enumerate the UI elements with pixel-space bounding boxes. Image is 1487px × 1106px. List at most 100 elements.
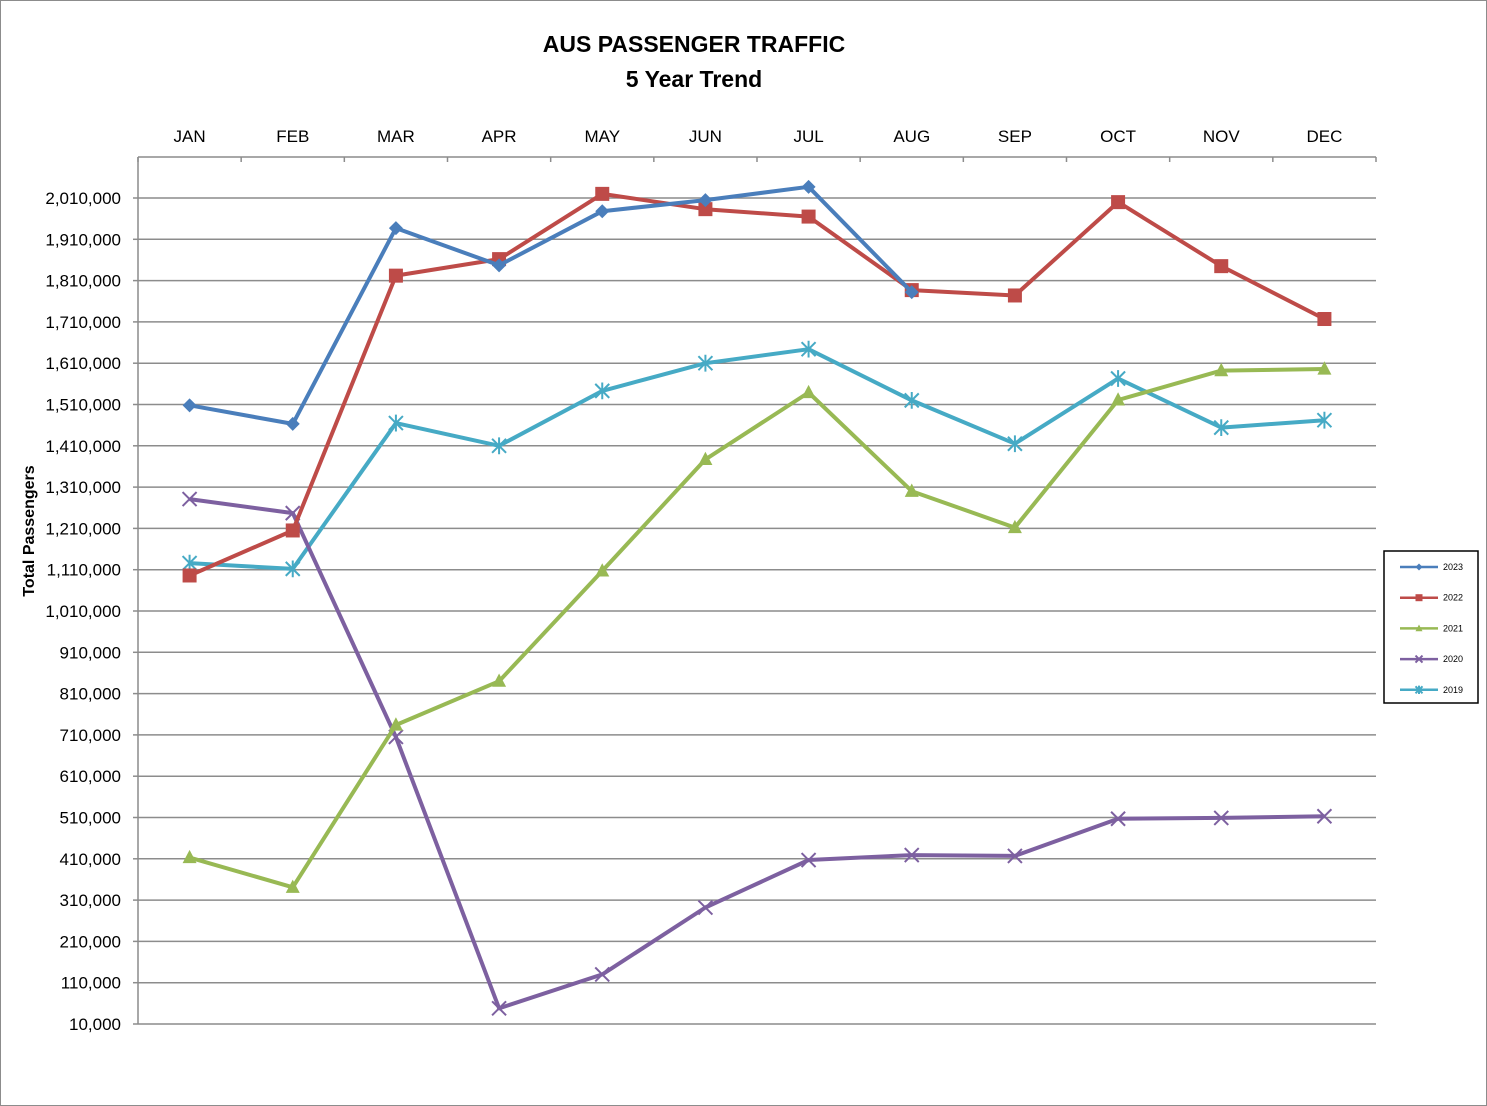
x-tick-label: DEC [1306, 127, 1342, 146]
data-point [904, 391, 920, 409]
legend-swatch-marker [1415, 624, 1423, 632]
legend-item-2022: 2022 [1400, 593, 1463, 603]
data-point [492, 258, 507, 273]
data-point [801, 179, 816, 194]
data-point [1317, 361, 1332, 375]
data-point [1214, 259, 1229, 274]
data-point [1110, 811, 1126, 827]
legend-item-2021: 2021 [1400, 623, 1463, 633]
data-point [594, 966, 610, 983]
data-point [904, 285, 919, 300]
data-point [1007, 288, 1022, 303]
y-tick-label: 1,110,000 [47, 561, 121, 580]
x-tick-labels: JAN FEB MAR APR MAY JUN JUL AUG SEP OCT NOV DEC [174, 127, 1343, 146]
legend-label: 2023 [1443, 562, 1463, 572]
y-tick-label: 1,810,000 [45, 272, 121, 291]
data-point [388, 221, 403, 236]
y-axis-label: Total Passengers [21, 465, 38, 596]
y-tick-label: 210,000 [60, 932, 121, 951]
legend-swatch-marker [1414, 654, 1424, 664]
chart-title: AUS PASSENGER TRAFFIC [543, 31, 845, 57]
data-point [181, 491, 198, 507]
x-tick-label: MAR [377, 127, 415, 146]
series-2020 [181, 491, 1333, 1017]
x-tick-label: JAN [174, 127, 206, 146]
data-point [801, 209, 816, 224]
x-tick-label: APR [482, 127, 517, 146]
data-point [1213, 419, 1229, 437]
series-line-2020 [189, 497, 1325, 1011]
x-tick-label: FEB [276, 127, 309, 146]
series-lines [181, 179, 1333, 1017]
series-line-2023 [189, 184, 914, 426]
legend-item-2020: 2020 [1400, 654, 1463, 664]
legend-swatch-marker [1414, 685, 1424, 695]
series-line-2021 [189, 367, 1325, 890]
series-2021 [182, 361, 1332, 893]
y-tick-label: 1,710,000 [45, 313, 121, 332]
series-2023 [182, 179, 919, 431]
y-tick-label: 1,910,000 [45, 230, 121, 249]
y-tick-label: 810,000 [60, 685, 121, 704]
y-tick-label: 110,000 [61, 974, 121, 993]
x-tick-label: SEP [998, 127, 1032, 146]
legend-label: 2021 [1443, 623, 1463, 633]
y-tick-label: 710,000 [60, 726, 121, 745]
x-tick-label: AUG [893, 127, 930, 146]
data-point [182, 568, 197, 583]
data-point [1111, 392, 1126, 406]
legend-item-2019: 2019 [1400, 685, 1463, 695]
data-point [285, 416, 300, 431]
data-point [698, 451, 713, 466]
legend-box [1383, 550, 1479, 704]
data-point [801, 384, 816, 399]
data-point [491, 437, 507, 455]
data-point [1007, 435, 1023, 453]
y-tick-label: 310,000 [60, 891, 121, 910]
series-2022 [182, 186, 1332, 583]
legend-label: 2020 [1443, 654, 1463, 664]
data-point [388, 717, 403, 731]
data-point [1111, 195, 1126, 210]
data-point [285, 560, 301, 578]
y-tick-label: 1,510,000 [45, 396, 121, 415]
y-tick-label: 410,000 [60, 850, 121, 869]
data-point [594, 382, 610, 400]
series-line-2022 [188, 191, 1326, 578]
data-point [388, 414, 404, 432]
chart-subtitle: 5 Year Trend [626, 66, 762, 92]
y-tick-label: 1,010,000 [45, 602, 121, 621]
x-tick-label: JUL [793, 127, 823, 146]
data-point [1214, 362, 1229, 377]
data-point [595, 186, 610, 201]
data-point [285, 879, 300, 893]
y-tick-label: 910,000 [60, 643, 121, 662]
x-tick-label: JUN [689, 127, 722, 146]
data-point [1007, 519, 1022, 534]
data-point [1316, 808, 1333, 824]
data-point [595, 563, 610, 577]
axes [133, 156, 1377, 1025]
legend-swatch-marker [1415, 594, 1423, 602]
data-point [595, 204, 610, 219]
y-tick-label: 1,410,000 [45, 437, 121, 456]
data-point [182, 849, 197, 864]
x-tick-label: OCT [1100, 127, 1136, 146]
data-point [492, 673, 507, 687]
legend-swatch-marker [1415, 563, 1423, 571]
data-point [697, 354, 714, 372]
gridlines [138, 197, 1376, 1025]
data-point [1317, 312, 1332, 327]
y-tick-label: 510,000 [60, 809, 121, 828]
data-point [800, 340, 817, 358]
data-point [904, 483, 919, 497]
data-point [182, 398, 197, 413]
y-tick-label: 1,310,000 [45, 478, 121, 497]
data-point [388, 268, 403, 283]
y-tick-label: 2,010,000 [45, 189, 121, 208]
data-point [697, 899, 714, 916]
data-point [491, 1000, 507, 1017]
data-point [1213, 810, 1229, 826]
